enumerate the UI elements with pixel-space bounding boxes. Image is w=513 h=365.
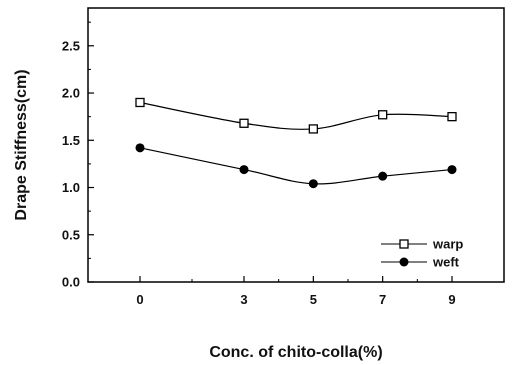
- x-axis: 0 3 5 7 9: [136, 276, 456, 307]
- series-layer: [135, 97, 457, 189]
- y-tick-label: 1.0: [62, 180, 80, 195]
- y-axis-title: Drape Stiffness(cm): [13, 69, 30, 220]
- data-point-warp: [239, 118, 249, 128]
- series-line-warp: [139, 101, 453, 130]
- y-tick-label: 1.5: [62, 133, 80, 148]
- y-tick-label: 0.0: [62, 275, 80, 290]
- x-tick-label: 7: [379, 292, 386, 307]
- x-tick-label: 5: [310, 292, 317, 307]
- data-point-weft: [447, 165, 457, 175]
- data-point-weft: [135, 143, 145, 153]
- legend-marker-warp: [399, 239, 409, 249]
- x-tick-label: 9: [448, 292, 455, 307]
- data-point-weft: [239, 165, 249, 175]
- data-point-warp: [378, 110, 388, 120]
- data-point-warp: [447, 112, 457, 122]
- y-tick-label: 2.0: [62, 86, 80, 101]
- data-point-warp: [308, 124, 318, 134]
- legend: warp weft: [381, 237, 463, 270]
- data-point-weft: [378, 171, 388, 181]
- y-axis: 0.0 0.5 1.0 1.5 2.0 2.5: [62, 21, 94, 290]
- y-tick-label: 0.5: [62, 227, 80, 242]
- legend-label-weft: weft: [432, 255, 460, 270]
- y-tick-label: 2.5: [62, 38, 80, 53]
- legend-label-warp: warp: [432, 237, 463, 252]
- data-point-weft: [308, 179, 318, 189]
- plot-area: [87, 7, 505, 283]
- x-axis-title: Conc. of chito-colla(%): [209, 344, 382, 361]
- legend-marker-weft: [399, 257, 409, 267]
- series-line-weft: [139, 147, 453, 185]
- x-tick-label: 0: [136, 292, 143, 307]
- data-point-warp: [135, 97, 145, 108]
- x-tick-label: 3: [240, 292, 247, 307]
